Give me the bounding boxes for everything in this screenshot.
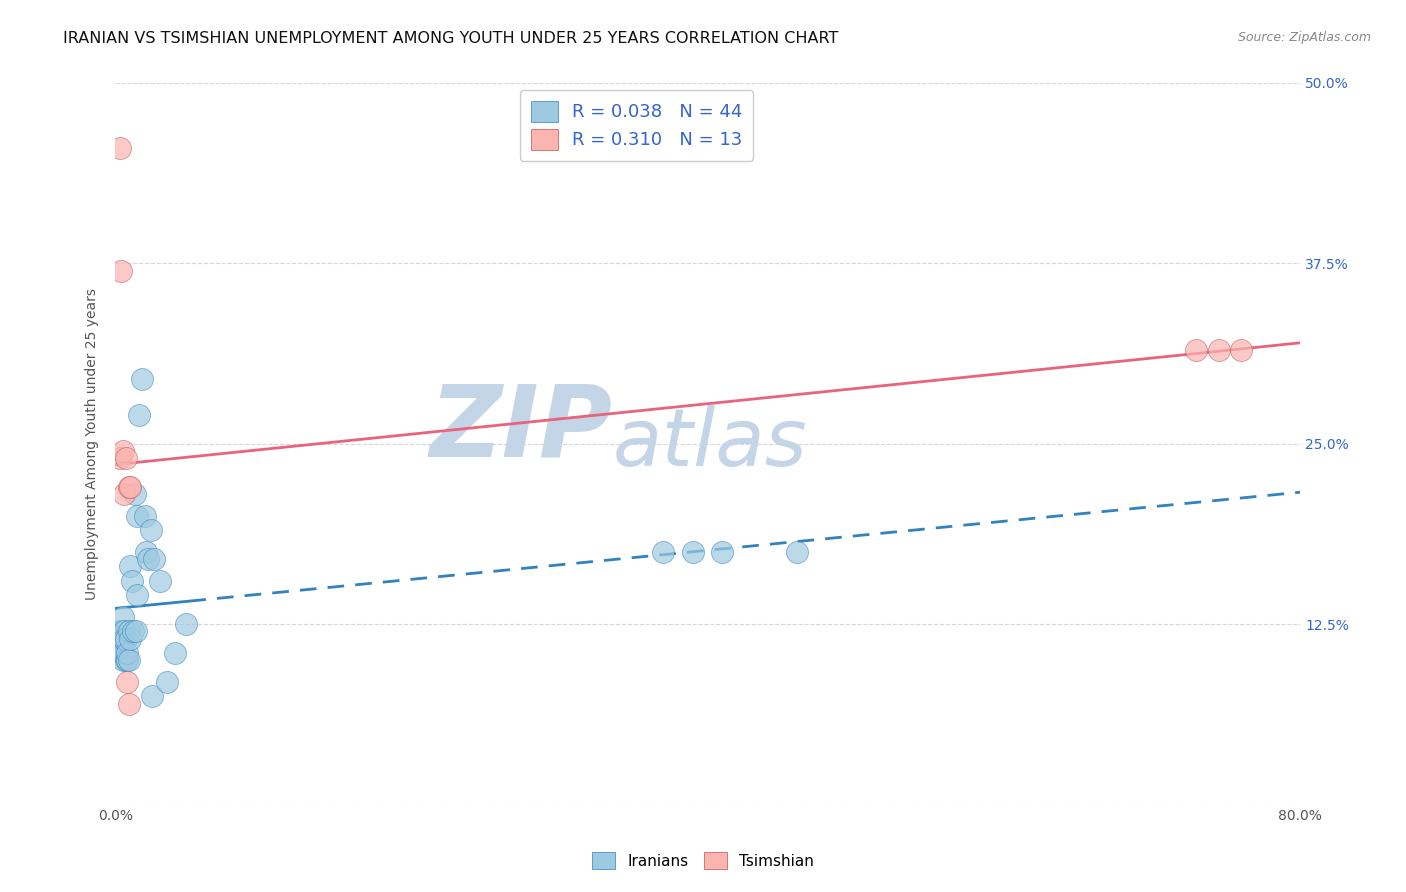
Text: ZIP: ZIP (430, 381, 613, 478)
Point (110, 646, 132, 660)
Point (142, 552, 165, 566)
Legend: Iranians, Tsimshian: Iranians, Tsimshian (586, 846, 820, 875)
Y-axis label: Unemployment Among Youth under 25 years: Unemployment Among Youth under 25 years (86, 288, 100, 599)
Point (111, 624, 134, 639)
Text: Source: ZipAtlas.com: Source: ZipAtlas.com (1237, 31, 1371, 45)
Point (112, 624, 135, 639)
Point (114, 451, 136, 466)
Point (128, 408, 150, 422)
Point (115, 674, 138, 689)
Point (127, 508, 149, 523)
Point (110, 624, 132, 639)
Point (110, 263, 132, 277)
Point (112, 632, 135, 646)
Point (108, 451, 131, 466)
Point (114, 632, 136, 646)
Legend: R = 0.038   N = 44, R = 0.310   N = 13: R = 0.038 N = 44, R = 0.310 N = 13 (520, 90, 754, 161)
Point (122, 624, 145, 639)
Point (135, 545, 157, 559)
Point (1185, 343, 1208, 357)
Point (156, 674, 179, 689)
Point (115, 653, 138, 667)
Point (117, 624, 139, 639)
Point (120, 559, 142, 574)
Point (124, 487, 146, 501)
Point (117, 697, 139, 711)
Point (121, 574, 143, 588)
Point (112, 632, 135, 646)
Point (652, 545, 675, 559)
Point (108, 624, 131, 639)
Point (127, 588, 149, 602)
Point (139, 524, 162, 538)
Point (125, 624, 148, 639)
Point (108, 632, 131, 646)
Point (131, 372, 153, 386)
Point (134, 508, 156, 523)
Point (120, 480, 142, 494)
Point (108, 141, 131, 155)
Text: IRANIAN VS TSIMSHIAN UNEMPLOYMENT AMONG YOUTH UNDER 25 YEARS CORRELATION CHART: IRANIAN VS TSIMSHIAN UNEMPLOYMENT AMONG … (63, 31, 838, 46)
Point (107, 632, 129, 646)
Point (114, 653, 136, 667)
Point (111, 646, 134, 660)
Point (786, 545, 808, 559)
Point (141, 690, 163, 704)
Point (1208, 343, 1230, 357)
Point (163, 646, 186, 660)
Point (136, 552, 159, 566)
Point (111, 653, 134, 667)
Point (111, 632, 134, 646)
Point (682, 545, 704, 559)
Point (117, 653, 139, 667)
Text: atlas: atlas (613, 405, 807, 483)
Point (112, 487, 135, 501)
Point (111, 610, 134, 624)
Point (1230, 343, 1253, 357)
Point (176, 617, 198, 632)
Point (120, 632, 142, 646)
Point (111, 444, 134, 458)
Point (110, 632, 132, 646)
Point (117, 480, 139, 494)
Point (149, 574, 172, 588)
Point (711, 545, 734, 559)
Point (115, 646, 138, 660)
